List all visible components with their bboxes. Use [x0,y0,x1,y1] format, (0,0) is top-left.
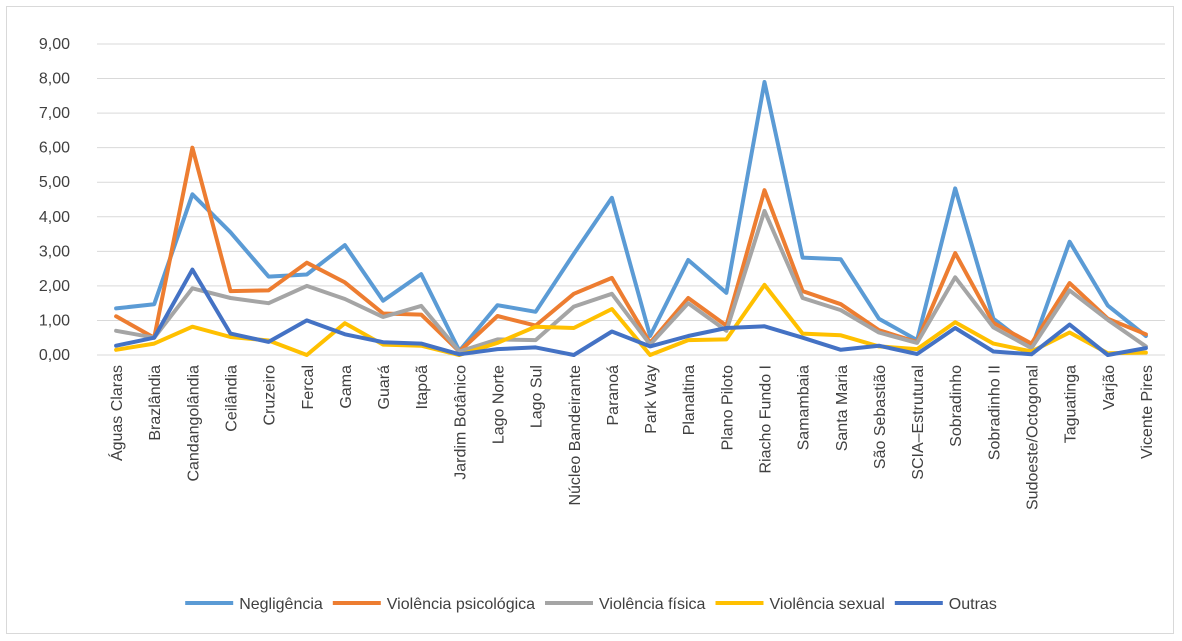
series-lines [114,80,1148,357]
x-tick-label: Vicente Pires [1139,365,1156,459]
legend-item: Negligência [185,596,323,613]
x-tick-label: Samambaia [796,365,813,450]
y-tick-label: 1,00 [39,312,70,329]
x-tick-label: Gama [338,365,355,409]
x-tick-label: Sobradinho [948,365,965,447]
legend-item: Violência psicológica [332,596,535,613]
series-line [114,282,1148,357]
x-tick-label: Park Way [643,365,660,434]
x-tick-label: Jardim Botânico [452,365,469,480]
y-tick-label: 4,00 [39,209,70,226]
x-tick-label: Ceilândia [224,365,241,432]
x-tick-label: São Sebastião [872,365,889,469]
series-line [114,208,1148,354]
x-tick-label: Santa Maria [834,365,851,451]
y-tick-label: 6,00 [39,140,70,157]
y-tick-label: 0,00 [39,347,70,364]
x-tick-label: Guará [376,365,393,410]
series-line [114,145,1148,354]
x-tick-label: Fercal [300,365,317,409]
x-tick-label: Candangolândia [185,365,202,482]
legend-item: Violência sexual [715,596,885,613]
x-tick-label: Núcleo Bandeirante [567,365,584,506]
y-tick-label: 5,00 [39,174,70,191]
x-tick-label: Paranoá [605,365,622,426]
x-tick-label: SCIA–Estrutural [910,365,927,480]
legend-label: Violência psicológica [387,596,535,613]
y-tick-label: 9,00 [39,36,70,53]
chart-frame: 0,00 1,00 2,00 3,00 4,00 5,00 6,00 7,00 8,00 9,00… [6,6,1174,634]
x-tick-label: Brazlândia [147,365,164,441]
legend-label: Violência sexual [770,596,885,613]
y-tick-label: 7,00 [39,105,70,122]
x-tick-label: Sudoeste/Octogonal [1025,365,1042,510]
x-tick-label: Cruzeiro [262,365,279,426]
x-tick-label: Lago Norte [491,365,508,444]
x-tick-label: Plano Piloto [719,365,736,450]
legend: Negligência Violência psicológica Violênci… [185,596,997,613]
y-tick-label: 3,00 [39,243,70,260]
x-tick-label: Lago Sul [529,365,546,428]
x-axis-ticks: Águas Claras Brazlândia Candangolândia Ceil… [107,365,1156,510]
line-chart: 0,00 1,00 2,00 3,00 4,00 5,00 6,00 7,00 8,00 9,00… [39,36,1165,613]
x-tick-label: Riacho Fundo I [758,365,775,474]
legend-item: Outras [894,596,997,613]
series-line [114,267,1148,357]
x-tick-label: Águas Claras [107,365,126,461]
x-tick-label: Itapoã [414,365,431,410]
y-tick-label: 8,00 [39,71,70,88]
legend-item: Violência física [545,596,706,613]
y-tick-label: 2,00 [39,278,70,295]
x-tick-label: Planaltina [681,365,698,435]
y-axis-ticks: 0,00 1,00 2,00 3,00 4,00 5,00 6,00 7,00 8,00 9,00 [39,36,70,364]
x-tick-label: Taguatinga [1063,365,1080,443]
legend-label: Violência física [599,596,706,613]
legend-label: Negligência [239,596,323,613]
x-tick-label: Sobradinho II [986,365,1003,460]
legend-label: Outras [949,596,997,613]
x-tick-label: Varjão [1101,365,1118,410]
